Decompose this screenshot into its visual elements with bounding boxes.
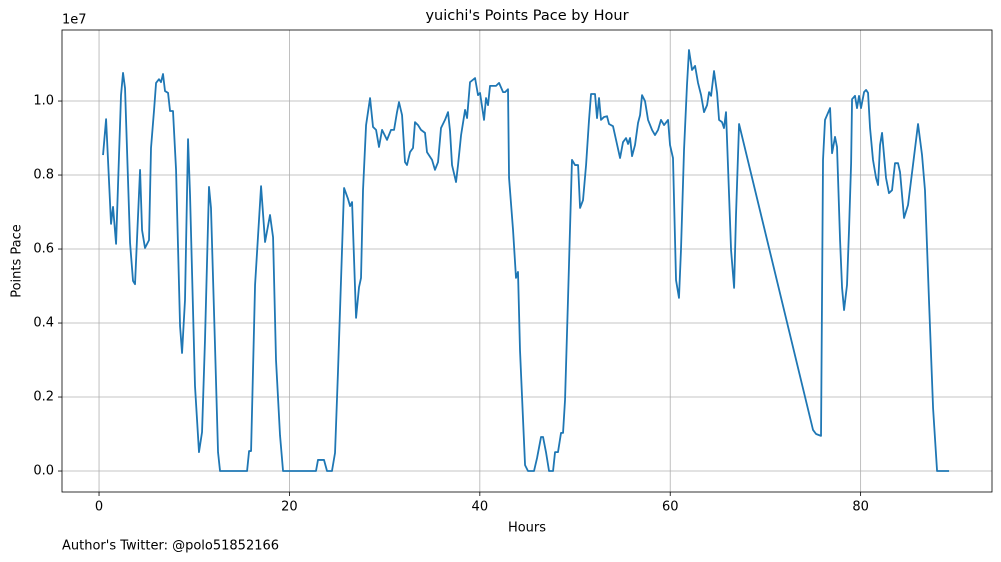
y-tick-label: 0.0	[33, 464, 54, 479]
y-offset-label: 1e7	[62, 13, 87, 28]
y-tick-label: 1.0	[33, 94, 54, 109]
x-tick-label: 0	[95, 500, 103, 515]
data-line	[102, 49, 950, 472]
y-tick-label: 0.4	[33, 316, 54, 331]
x-tick-label: 60	[662, 500, 679, 515]
plot-frame	[61, 29, 993, 493]
y-axis-label: Points Pace	[10, 224, 25, 298]
x-axis-label: Hours	[508, 521, 546, 536]
y-tick-label: 0.8	[33, 168, 54, 183]
y-tick-label: 0.2	[33, 390, 54, 405]
footnote: Author's Twitter: @polo51852166	[62, 539, 279, 554]
y-tick-label: 0.6	[33, 242, 54, 257]
x-tick-label: 40	[472, 500, 489, 515]
x-tick-label: 20	[281, 500, 298, 515]
chart-title: yuichi's Points Pace by Hour	[425, 8, 628, 24]
x-tick-label: 80	[852, 500, 869, 515]
